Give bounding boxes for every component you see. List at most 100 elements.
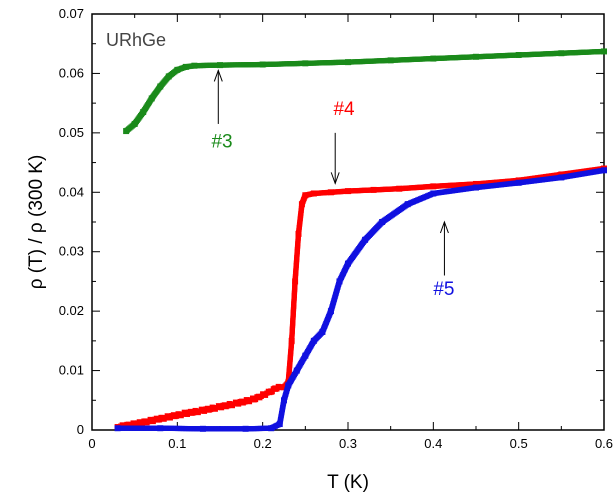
data-point (345, 59, 351, 66)
data-point (515, 52, 522, 59)
data-point (302, 192, 309, 199)
data-point (558, 174, 565, 181)
data-point (310, 190, 317, 197)
data-point (268, 425, 275, 432)
data-point (601, 167, 607, 174)
data-point (473, 184, 479, 191)
y-tick-label: 0.02 (59, 303, 84, 318)
data-point (165, 413, 172, 420)
data-point (345, 188, 351, 195)
data-point (302, 60, 309, 67)
series-3 (114, 167, 607, 432)
data-point (430, 190, 437, 197)
data-point (295, 230, 302, 237)
x-tick-label: 0.6 (595, 436, 613, 451)
y-tick-label: 0.04 (59, 184, 84, 199)
data-point (251, 396, 258, 403)
data-point (298, 201, 305, 208)
y-tick-label: 0.06 (59, 65, 84, 80)
annotation-arrow-head (439, 220, 449, 234)
data-point (515, 179, 522, 186)
data-point (182, 63, 189, 70)
annotation-label: #3 (211, 132, 232, 153)
y-tick-label: 0 (77, 422, 84, 437)
data-point (148, 417, 155, 424)
annotation-label: #5 (433, 279, 454, 300)
data-point (558, 50, 565, 57)
data-point (281, 384, 287, 391)
annotation-arrow-head (213, 68, 223, 82)
sample-label: URhGe (106, 30, 166, 50)
data-point (182, 410, 189, 417)
data-point (259, 61, 266, 68)
y-tick-label: 0.01 (59, 363, 84, 378)
data-point (157, 425, 164, 432)
y-tick-label: 0.03 (59, 244, 84, 259)
y-axis-label: ρ (T) / ρ (300 K) (26, 155, 47, 290)
data-point (131, 120, 138, 127)
data-point (199, 425, 206, 432)
x-tick-label: 0.1 (168, 436, 186, 451)
x-tick-label: 0.5 (510, 436, 528, 451)
data-point (387, 57, 394, 64)
data-point (191, 62, 198, 69)
data-point (404, 201, 411, 208)
data-point (165, 73, 172, 80)
data-point (396, 185, 403, 192)
data-point (601, 48, 607, 55)
x-tick-label: 0.3 (339, 436, 357, 451)
data-point (327, 308, 334, 315)
data-point (362, 236, 369, 243)
data-point (310, 337, 317, 344)
data-point (292, 278, 299, 285)
data-point (319, 328, 326, 335)
data-point (123, 128, 130, 135)
data-point (285, 382, 292, 389)
data-point (157, 83, 164, 90)
annotation: #5 (433, 220, 454, 300)
data-point (268, 388, 275, 395)
data-point (288, 337, 295, 344)
data-point (114, 425, 121, 432)
data-point (148, 95, 155, 102)
x-tick-label: 0 (88, 436, 95, 451)
annotation-arrow-head (330, 172, 340, 185)
data-point (217, 403, 223, 410)
data-point (281, 397, 287, 404)
data-point (242, 425, 249, 432)
data-point (379, 219, 386, 225)
y-axis-ticks: 0 0.01 0.02 0.03 0.04 0.05 0.06 0.07 (59, 6, 604, 437)
data-point (327, 189, 334, 196)
data-point (473, 53, 479, 60)
annotation: #4 (330, 99, 355, 185)
annotation: #3 (211, 68, 233, 153)
data-point (430, 183, 437, 190)
series-1 (123, 48, 607, 135)
data-point (199, 407, 206, 414)
data-point (370, 186, 377, 193)
x-tick-label: 0.2 (254, 436, 272, 451)
data-point (174, 66, 181, 73)
x-axis-label: T (K) (327, 472, 369, 493)
data-point (276, 421, 283, 428)
y-tick-label: 0.05 (59, 125, 84, 140)
data-point (276, 384, 283, 391)
data-point (234, 400, 241, 407)
annotations: #3 #4 #5 (211, 68, 454, 300)
data-point (131, 421, 138, 428)
data-point (430, 55, 437, 62)
x-tick-label: 0.4 (424, 436, 442, 451)
series-2 (114, 165, 607, 431)
data-point (473, 180, 479, 187)
x-axis-ticks: 0 0.1 0.2 0.3 0.4 0.5 0.6 (88, 14, 613, 451)
data-point (293, 367, 300, 374)
data-point (217, 62, 223, 69)
data-point (345, 260, 351, 267)
annotation-label: #4 (333, 99, 355, 120)
data-point (336, 278, 343, 285)
data-point (302, 352, 309, 359)
y-tick-label: 0.07 (59, 6, 84, 21)
data-series (114, 48, 607, 432)
data-point (272, 385, 279, 392)
